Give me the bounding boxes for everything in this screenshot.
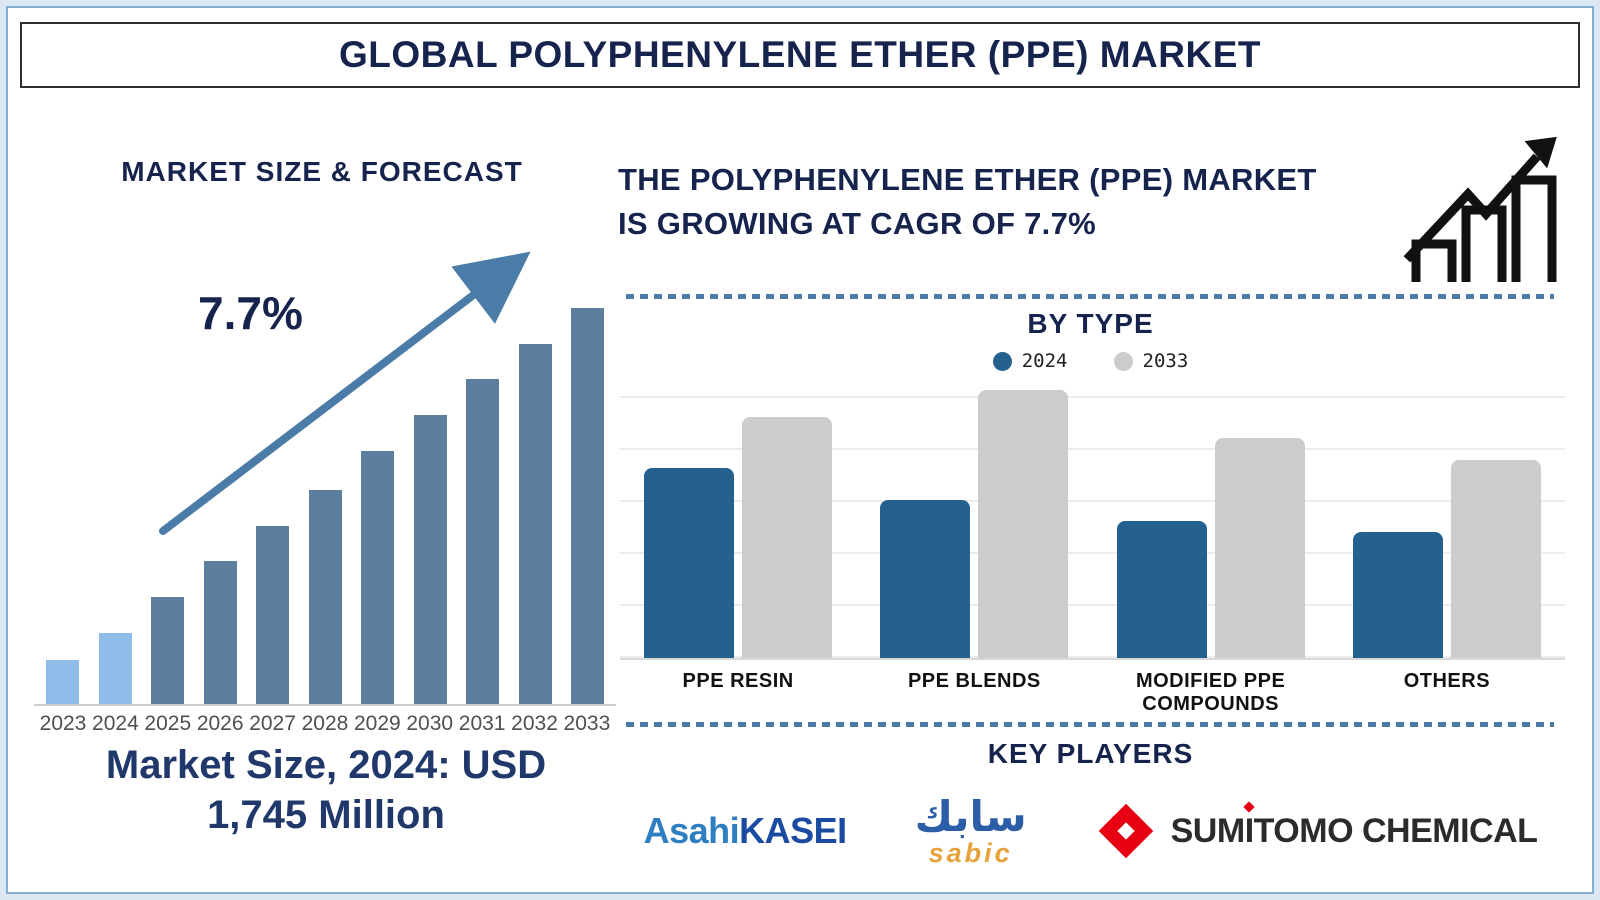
by-type-category-label: PPE RESIN	[682, 670, 794, 692]
asahi-logo-text-bold: KASEI	[739, 810, 847, 851]
forecast-year-label-2025: 2025	[144, 712, 192, 735]
sabic-logo-arabic-text: سابك	[914, 791, 1027, 841]
title-bar: GLOBAL POLYPHENYLENE ETHER (PPE) MARKET	[20, 22, 1580, 88]
cagr-headline-line2: IS GROWING AT CAGR OF 7.7%	[618, 206, 1096, 242]
by-type-bar-2024	[644, 468, 735, 658]
by-type-bar-2033	[978, 390, 1069, 658]
key-players-logos: AsahiKASEI سابك sabic SUM ITOMO CHEMICAL	[618, 776, 1563, 886]
by-type-category-labels: PPE RESIN PPE BLENDS MODIFIED PPE COMPOUND…	[620, 670, 1565, 716]
sabic-logo-latin-text: sabic	[928, 837, 1013, 868]
growth-chart-icon	[1403, 136, 1557, 282]
by-type-bar-2033	[1450, 460, 1541, 658]
by-type-group	[856, 386, 1092, 658]
forecast-bar-2031	[466, 379, 499, 704]
sumitomo-flower-icon	[1098, 803, 1153, 859]
legend-item-2024: 2024	[992, 350, 1068, 372]
legend-item-2033: 2033	[1113, 350, 1189, 372]
forecast-heading: MARKET SIZE & FORECAST	[121, 156, 523, 187]
by-type-title: BY TYPE	[1027, 308, 1154, 339]
sumitomo-dotted-i: I	[1243, 800, 1255, 851]
sumitomo-text-post: TOMO CHEMICAL	[1253, 811, 1538, 850]
dashed-divider-top	[626, 294, 1554, 299]
forecast-bar-2028	[308, 490, 342, 704]
content-frame: GLOBAL POLYPHENYLENE ETHER (PPE) MARKET …	[6, 6, 1594, 894]
legend-label: 2033	[1142, 350, 1189, 372]
legend-dot-icon	[1113, 351, 1133, 371]
by-type-bar-2024	[1352, 532, 1443, 658]
forecast-year-label-2033: 2033	[563, 712, 611, 735]
sumitomo-chemical-logo: SUM ITOMO CHEMICAL	[1095, 800, 1538, 862]
forecast-year-label-2023: 2023	[39, 712, 87, 735]
forecast-bar-2032	[518, 344, 552, 704]
sabic-logo: سابك sabic	[914, 791, 1027, 868]
by-type-chart	[620, 386, 1565, 660]
key-players-title: KEY PLAYERS	[987, 738, 1194, 769]
forecast-bar-2025	[151, 597, 184, 704]
forecast-year-label-2027: 2027	[249, 712, 296, 735]
caption-line2: 1,745 Million	[207, 793, 445, 837]
sumitomo-text-pre: SUM	[1170, 811, 1246, 850]
forecast-bar-2029	[361, 451, 394, 704]
forecast-year-label-2024: 2024	[92, 712, 139, 735]
page-title: GLOBAL POLYPHENYLENE ETHER (PPE) MARKET	[339, 34, 1261, 75]
sumitomo-logo-text: SUM ITOMO CHEMICAL	[1170, 800, 1538, 851]
growth-arrow	[159, 251, 531, 535]
sumitomo-red-dot-icon	[1243, 800, 1255, 813]
asahi-kasei-logo: AsahiKASEI	[643, 810, 848, 852]
legend-label: 2024	[1021, 350, 1068, 372]
market-size-caption: Market Size, 2024: USD 1,745 Million	[26, 740, 626, 840]
dashed-divider-bottom	[626, 722, 1554, 727]
sumitomo-text-i: I	[1244, 811, 1254, 850]
forecast-bar-2027	[256, 526, 289, 704]
cagr-headline: THE POLYPHENYLENE ETHER (PPE) MARKET IS …	[618, 158, 1408, 246]
by-type-bar-2024	[1116, 521, 1207, 658]
by-type-group	[1093, 386, 1329, 658]
forecast-bar-2033	[571, 308, 604, 704]
caption-line1: Market Size, 2024: USD	[105, 743, 547, 787]
by-type-category-label: MODIFIED PPE COMPOUNDS	[1135, 670, 1286, 715]
forecast-year-label-2032: 2032	[511, 712, 558, 735]
forecast-year-label-2026: 2026	[196, 712, 244, 735]
by-type-legend: 2024 2033	[618, 350, 1563, 372]
forecast-chart	[34, 304, 616, 706]
by-type-category-label: OTHERS	[1403, 670, 1491, 692]
forecast-bar-2023	[46, 660, 79, 704]
forecast-bar-2030	[413, 415, 447, 704]
by-type-bar-2033	[1214, 438, 1305, 658]
forecast-year-label-2029: 2029	[353, 712, 401, 735]
by-type-category-label: PPE BLENDS	[907, 670, 1041, 692]
forecast-bar-2024	[98, 633, 132, 704]
forecast-year-label-2031: 2031	[458, 712, 506, 735]
cagr-headline-line1: THE POLYPHENYLENE ETHER (PPE) MARKET	[618, 162, 1317, 197]
by-type-bar-2033	[742, 417, 833, 658]
cagr-annotation: 7.7%	[198, 287, 303, 339]
forecast-bar-2026	[203, 561, 237, 704]
by-type-group	[1329, 386, 1565, 658]
by-type-group	[620, 386, 856, 658]
forecast-year-label-2028: 2028	[301, 712, 349, 735]
forecast-year-labels: 2023 2024 2025 2026 2027 2028 2029 2030 2031 2032…	[34, 712, 616, 736]
legend-dot-icon	[992, 351, 1012, 371]
by-type-bar-2024	[880, 500, 971, 658]
asahi-logo-text-light: Asahi	[643, 810, 740, 851]
forecast-year-label-2030: 2030	[406, 712, 454, 735]
